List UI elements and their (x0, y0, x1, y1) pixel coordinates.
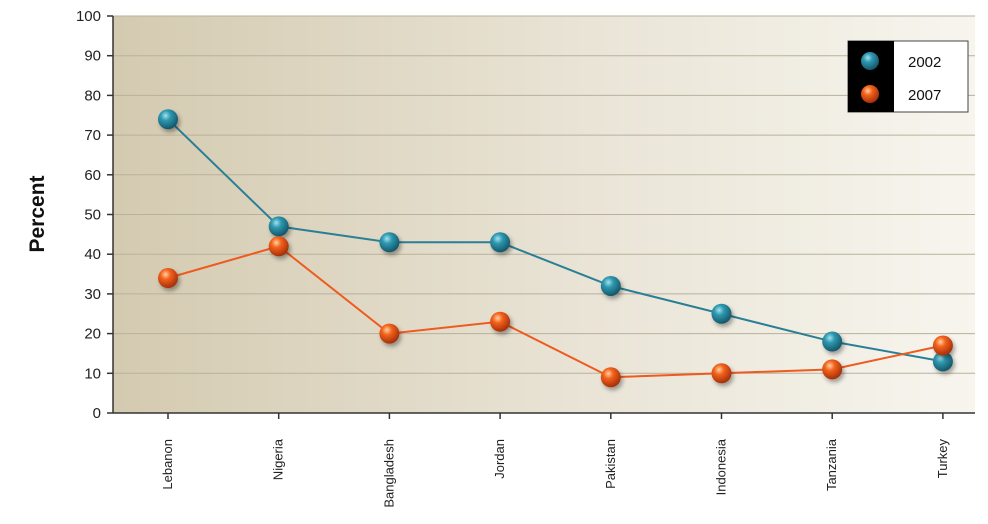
x-tick-label: Turkey (935, 439, 950, 479)
data-point-2007 (490, 311, 511, 332)
y-tick-label: 60 (84, 167, 101, 184)
data-point-2002 (379, 232, 400, 253)
data-point-2007 (379, 323, 400, 344)
y-tick-label: 20 (84, 326, 101, 343)
data-point-2007 (932, 335, 953, 356)
data-point-2007 (158, 268, 178, 289)
y-axis-ticks: 0 10 20 30 40 50 60 70 80 90 100 (76, 8, 113, 422)
legend-label-2002: 2002 (908, 54, 941, 71)
y-tick-label: 0 (93, 405, 101, 422)
legend-marker-2002 (861, 52, 879, 70)
data-point-2002 (268, 216, 289, 237)
y-tick-label: 100 (76, 8, 101, 25)
y-tick-label: 80 (84, 87, 101, 104)
series-layer (158, 109, 953, 388)
x-axis-ticks: Lebanon Nigeria Bangladesh Jordan Pakistan In… (160, 413, 950, 508)
y-tick-label: 40 (84, 246, 101, 263)
data-point-2002 (711, 303, 732, 324)
y-tick-label: 50 (84, 207, 101, 224)
x-tick-label: Jordan (492, 439, 507, 479)
x-tick-label: Indonesia (714, 438, 729, 495)
data-point-2002 (600, 275, 621, 296)
legend: 2002 2007 (847, 40, 969, 113)
gridlines (113, 15, 975, 374)
series-line-2007 (167, 245, 944, 379)
data-point-2007 (600, 367, 621, 388)
data-point-2002 (822, 331, 843, 352)
data-point-2002 (158, 109, 178, 130)
y-tick-label: 90 (84, 48, 101, 65)
y-axis-label: Percent (26, 175, 49, 252)
y-tick-label: 70 (84, 127, 101, 144)
x-tick-label: Nigeria (271, 438, 286, 480)
legend-label-2007: 2007 (908, 87, 941, 104)
series-line-2002 (167, 118, 944, 363)
data-point-2007 (711, 363, 732, 384)
y-tick-label: 10 (84, 365, 101, 382)
x-tick-label: Lebanon (160, 439, 175, 490)
x-tick-label: Bangladesh (381, 439, 396, 508)
data-point-2007 (268, 236, 289, 257)
y-tick-label: 30 (84, 286, 101, 303)
legend-marker-2007 (861, 85, 879, 103)
x-tick-label: Tanzania (824, 438, 839, 491)
x-tick-label: Pakistan (603, 439, 618, 489)
data-point-2002 (490, 232, 511, 253)
data-point-2007 (822, 359, 843, 380)
data-point-2002 (932, 351, 953, 372)
